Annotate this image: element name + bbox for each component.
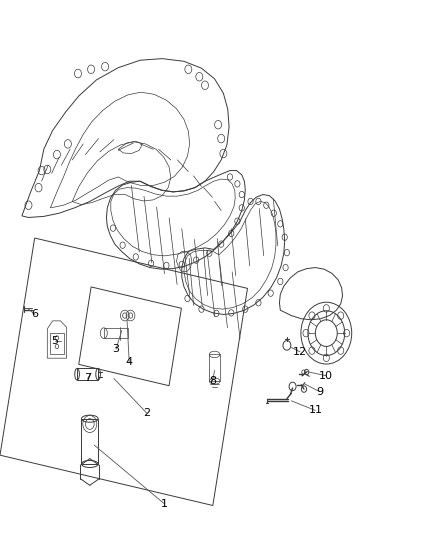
- Bar: [104, 328, 128, 338]
- Text: 10: 10: [319, 371, 333, 381]
- Text: 4: 4: [126, 358, 133, 367]
- Text: 3: 3: [113, 344, 120, 354]
- Text: 1: 1: [161, 499, 168, 508]
- Text: 12: 12: [293, 347, 307, 357]
- Text: 7: 7: [84, 374, 91, 383]
- Text: 5: 5: [51, 336, 58, 346]
- Bar: [50, 333, 64, 354]
- Text: 9: 9: [316, 387, 323, 397]
- Text: 11: 11: [308, 406, 322, 415]
- Text: 6: 6: [32, 310, 39, 319]
- Text: 8: 8: [209, 376, 216, 386]
- Bar: [209, 354, 220, 381]
- Text: 2: 2: [143, 408, 150, 418]
- Bar: [81, 419, 98, 464]
- Bar: [77, 368, 98, 380]
